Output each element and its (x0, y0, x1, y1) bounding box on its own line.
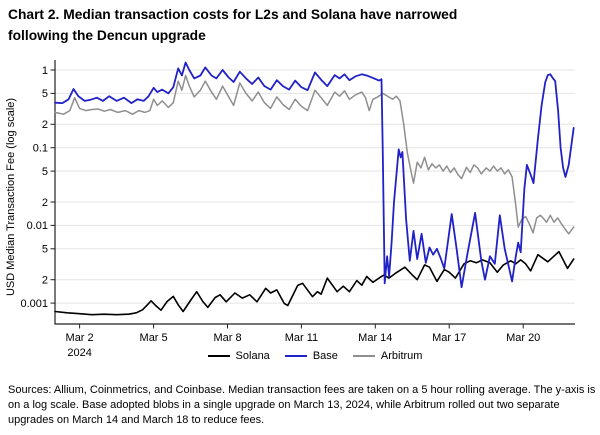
series-line-base (54, 61, 575, 289)
y-tick-label: 5 (42, 244, 48, 256)
y-tick-label: 0.001 (20, 298, 48, 310)
legend-item-arbitrum: Arbitrum (352, 350, 423, 362)
source-note: Sources: Allium, Coinmetrics, and Coinba… (8, 384, 596, 426)
chart-legend: Solana Base Arbitrum (55, 349, 575, 363)
legend-label: Solana (235, 350, 270, 362)
x-tick-label: Mar 5 (140, 332, 168, 344)
y-tick-label: 0.1 (33, 143, 48, 155)
x-tick-sublabel: 2024 (67, 347, 91, 359)
y-tick-label: 5 (42, 88, 48, 100)
legend-item-solana: Solana (207, 350, 270, 362)
series-line-arbitrum (54, 74, 575, 235)
x-tick-label: Mar 8 (213, 332, 241, 344)
chart-title: Chart 2. Median transaction costs for L2… (8, 7, 458, 43)
y-tick-label: 2 (42, 119, 48, 131)
y-tick-label: 5 (42, 166, 48, 178)
y-tick-label: 0.01 (27, 220, 48, 232)
legend-label: Arbitrum (380, 350, 423, 362)
legend-swatch-solana (207, 355, 230, 357)
y-tick-label: 2 (42, 197, 48, 209)
x-tick-label: Mar 11 (285, 332, 318, 344)
legend-item-base: Base (284, 350, 338, 362)
y-axis-title: USD Median Transaction Fee (log scale) (5, 98, 17, 296)
y-tick-label: 1 (42, 65, 48, 77)
legend-swatch-arbitrum (352, 355, 375, 357)
x-tick-label: Mar 20 (506, 332, 540, 344)
axes: 1 5 2 0.1 5 2 0.01 5 2 0.001 Mar 2 2024 Mar 5 Mar 8 Ma… (20, 60, 575, 359)
series-line-solana (54, 250, 575, 316)
data-series (54, 61, 575, 316)
y-tick-label: 2 (42, 275, 48, 287)
gridlines (55, 69, 575, 304)
legend-label: Base (312, 350, 338, 362)
x-tick-label: Mar 2 (66, 332, 94, 344)
x-tick-label: Mar 14 (358, 332, 392, 344)
line-chart-plot: 1 5 2 0.1 5 2 0.01 5 2 0.001 Mar 2 2024 Mar 5 Mar 8 Ma… (5, 60, 575, 359)
x-tick-label: Mar 17 (432, 332, 466, 344)
legend-swatch-base (284, 355, 307, 357)
